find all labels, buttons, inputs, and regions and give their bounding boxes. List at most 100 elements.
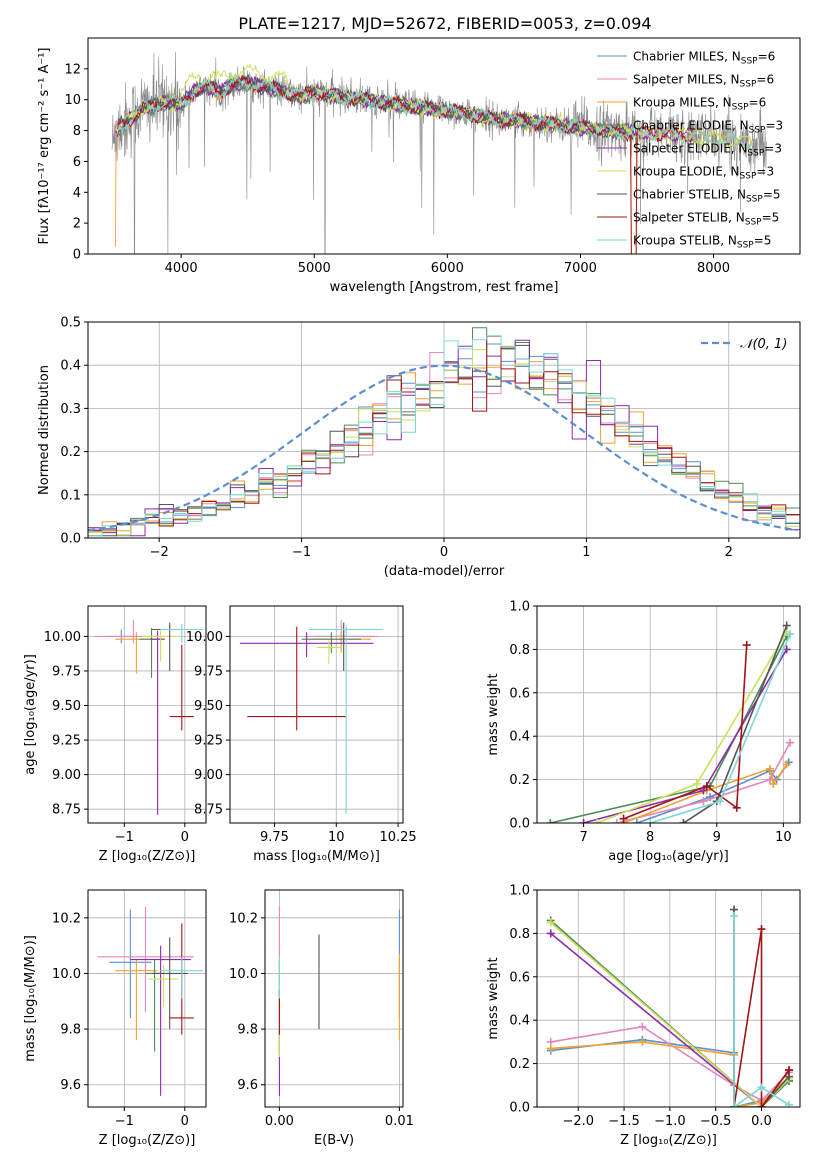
y-tick-label: 0 bbox=[73, 248, 81, 263]
y-tick-label: 0.5 bbox=[60, 316, 81, 331]
weight-marker bbox=[716, 797, 725, 806]
y-tick-label: 6 bbox=[73, 155, 81, 170]
weight-marker bbox=[579, 819, 588, 823]
weight-marker bbox=[679, 819, 688, 823]
legend-entry-1: Chabrier MILES, NSSP=6 bbox=[633, 50, 775, 67]
y-tick-label: 1.0 bbox=[509, 600, 530, 615]
histogram-9 bbox=[88, 335, 800, 537]
x-tick-label: 7000 bbox=[564, 261, 597, 276]
errorbar-3 bbox=[115, 959, 158, 1041]
plot-area-spectrum bbox=[111, 51, 767, 254]
x-axis-label: (data-model)/error bbox=[384, 564, 505, 579]
y-tick-label: 0.6 bbox=[509, 970, 530, 985]
x-tick-label: 2 bbox=[725, 545, 733, 560]
weight-series-8 bbox=[619, 641, 751, 823]
y-tick-label: 10.2 bbox=[52, 911, 81, 926]
legend-label: Salpeter MILES, N bbox=[633, 73, 740, 87]
errorbar-6 bbox=[142, 630, 179, 662]
weight-line bbox=[733, 916, 790, 1107]
axes-frame bbox=[87, 889, 207, 1108]
y-axis-label: age [log₁₀(age/yr)] bbox=[23, 654, 38, 775]
x-tick-label: −1 bbox=[115, 1114, 134, 1129]
legend-suffix: =5 bbox=[762, 211, 780, 225]
x-tick-label: 10 bbox=[775, 830, 792, 845]
errorbar-8 bbox=[247, 626, 347, 731]
plot-area-mass-vs-EBV bbox=[278, 906, 400, 1096]
weight-marker bbox=[769, 779, 778, 788]
weight-marker bbox=[592, 819, 601, 823]
axes-frame bbox=[536, 605, 801, 824]
errorbar-6 bbox=[316, 640, 342, 665]
weight-marker bbox=[757, 925, 766, 934]
axes-age-vs-mass: 9.75 10 10.25 8.75 9.00 9.25 9.50 9.75 10.00 mass… bbox=[186, 605, 417, 864]
axes-mass-vs-Z: −1 0 9.6 9.8 10.0 10.2 Z [log₁₀(Z/Z⊙)] mass [lo… bbox=[23, 889, 207, 1148]
x-axis-label: Z [log₁₀(Z/Z⊙)] bbox=[620, 1133, 717, 1148]
x-axis-label: Z [log₁₀(Z/Z⊙)] bbox=[99, 1133, 196, 1148]
y-tick-label: 0.6 bbox=[509, 686, 530, 701]
y-tick-label: 9.75 bbox=[52, 664, 81, 679]
weight-marker bbox=[638, 1022, 647, 1031]
y-tick-label: 9.00 bbox=[52, 768, 81, 783]
y-axis-label: Flux [fλ10⁻¹⁷ erg cm⁻² s⁻¹ A⁻¹] bbox=[37, 48, 52, 245]
legend-subscript: SSP bbox=[745, 218, 762, 228]
x-tick-label: 10 bbox=[328, 830, 345, 845]
legend-subscript: SSP bbox=[749, 126, 766, 136]
weight-marker bbox=[702, 782, 711, 791]
legend-subscript: SSP bbox=[747, 149, 764, 159]
weight-line bbox=[733, 928, 790, 1107]
plot-area-residual-distribution bbox=[88, 327, 800, 537]
y-axis-label: Normed distribution bbox=[37, 365, 52, 495]
axes-mass-weight-vs-age: 7 8 9 10 0.0 0.2 0.4 0.6 0.8 1.0 age [log₁₀(age/yr… bbox=[486, 600, 801, 864]
weight-marker bbox=[782, 621, 791, 630]
legend-suffix: =5 bbox=[763, 188, 781, 202]
x-tick-label: −1.5 bbox=[608, 1114, 640, 1129]
y-tick-label: 9.50 bbox=[194, 699, 223, 714]
y-tick-label: 0.3 bbox=[60, 402, 81, 417]
legend-subscript: SSP bbox=[732, 103, 749, 113]
errorbar-3 bbox=[311, 632, 371, 653]
x-axis-label: E(B-V) bbox=[314, 1133, 354, 1148]
errorbar-9 bbox=[309, 625, 384, 814]
errorbar-7 bbox=[151, 937, 188, 1030]
x-tick-label: 0 bbox=[181, 830, 189, 845]
y-tick-label: 10.2 bbox=[229, 911, 258, 926]
legend-subscript: SSP bbox=[740, 80, 757, 90]
gaussian-legend-label: 𝒩(0, 1) bbox=[740, 337, 787, 352]
errorbar-5 bbox=[239, 632, 374, 658]
x-tick-label: −2.0 bbox=[562, 1114, 594, 1129]
x-tick-label: 4000 bbox=[165, 261, 198, 276]
errorbar-9 bbox=[160, 623, 203, 644]
y-tick-label: 4 bbox=[73, 186, 81, 201]
y-tick-label: 10.00 bbox=[186, 630, 223, 645]
y-tick-label: 8.75 bbox=[52, 803, 81, 818]
weight-marker bbox=[612, 819, 621, 823]
legend-entry-9: Kroupa STELIB, NSSP=5 bbox=[633, 234, 771, 251]
legend-entry-2: Salpeter MILES, NSSP=6 bbox=[633, 73, 774, 90]
y-tick-label: 9.75 bbox=[194, 664, 223, 679]
legend-label: Salpeter STELIB, N bbox=[633, 211, 745, 225]
weight-marker bbox=[786, 630, 795, 639]
weight-series-4 bbox=[546, 632, 791, 823]
axes-frame bbox=[229, 605, 404, 824]
y-tick-label: 10.0 bbox=[229, 967, 258, 982]
plot-area-age-vs-mass bbox=[239, 619, 384, 814]
x-tick-label: 0.01 bbox=[385, 1114, 414, 1129]
weight-marker bbox=[757, 1103, 766, 1107]
weight-marker bbox=[785, 1066, 794, 1075]
y-tick-label: 0.0 bbox=[509, 1101, 530, 1116]
weight-line bbox=[623, 763, 788, 823]
axes-mass-vs-EBV: 0.00 0.01 9.6 9.8 10.0 10.2 E(B-V) bbox=[229, 889, 414, 1148]
x-tick-label: 5000 bbox=[298, 261, 331, 276]
weight-marker bbox=[785, 1100, 794, 1107]
weight-line bbox=[616, 742, 791, 823]
y-tick-label: 10.0 bbox=[52, 967, 81, 982]
y-tick-label: 9.6 bbox=[237, 1078, 258, 1093]
axes-spectrum: 4000 5000 6000 7000 8000 0 2 4 6 8 10 12 wavelength … bbox=[37, 37, 801, 295]
x-tick-label: 8 bbox=[646, 830, 654, 845]
y-tick-label: 9.25 bbox=[52, 734, 81, 749]
y-tick-label: 9.8 bbox=[237, 1023, 258, 1038]
x-axis-label: Z [log₁₀(Z/Z⊙)] bbox=[99, 849, 196, 864]
weight-marker bbox=[692, 779, 701, 788]
model-line-3 bbox=[114, 76, 754, 254]
